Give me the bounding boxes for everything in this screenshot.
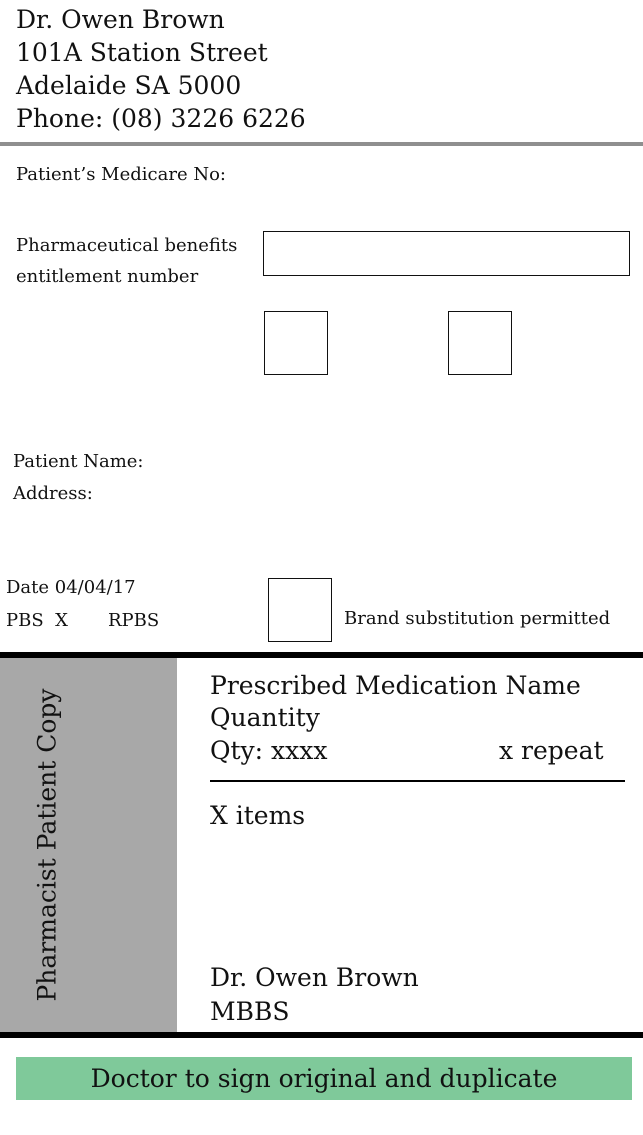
- brand-substitution-label: Brand substitution permitted: [344, 608, 611, 629]
- address-label: Address:: [13, 483, 93, 504]
- checkbox-right[interactable]: [448, 311, 512, 375]
- checkbox-left[interactable]: [264, 311, 328, 375]
- signature-name: Dr. Owen Brown: [210, 963, 419, 992]
- pbs-entitlement-label-line1: Pharmaceutical benefits: [16, 235, 238, 256]
- medication-name: Prescribed Medication Name: [210, 671, 581, 700]
- rpbs-marker: RPBS: [108, 610, 160, 631]
- repeat-value: x repeat: [499, 736, 604, 765]
- qty-value: Qty: xxxx: [210, 736, 328, 765]
- prescription-top-border: [0, 652, 643, 658]
- brand-substitution-checkbox[interactable]: [268, 578, 332, 642]
- patient-name-label: Patient Name:: [13, 451, 144, 472]
- script-date: Date 04/04/17: [6, 577, 136, 598]
- doctor-address-line2: Adelaide SA 5000: [16, 71, 242, 100]
- pbs-marker: PBS X: [6, 610, 68, 631]
- medicare-label: Patient’s Medicare No:: [16, 164, 226, 185]
- header-divider: [0, 142, 643, 146]
- medication-divider: [210, 780, 625, 782]
- copy-side-panel: [0, 658, 177, 1032]
- pbs-entitlement-input[interactable]: [263, 231, 630, 276]
- quantity-label: Quantity: [210, 703, 320, 732]
- pbs-entitlement-label-line2: entitlement number: [16, 266, 199, 287]
- items-count: X items: [210, 801, 306, 830]
- copy-label: Pharmacist Patient Copy: [32, 688, 62, 1002]
- pbs-entitlement-label: Pharmaceutical benefits entitlement numb…: [16, 230, 237, 292]
- footer-note: Doctor to sign original and duplicate: [90, 1064, 558, 1093]
- footer-note-bar: Doctor to sign original and duplicate: [16, 1057, 632, 1100]
- doctor-name: Dr. Owen Brown: [16, 5, 225, 34]
- prescription-bottom-border: [0, 1032, 643, 1038]
- doctor-address-line1: 101A Station Street: [16, 38, 268, 67]
- qualification: MBBS: [210, 997, 290, 1026]
- doctor-header: Dr. Owen Brown 101A Station Street Adela…: [16, 3, 306, 135]
- doctor-phone: Phone: (08) 3226 6226: [16, 104, 306, 133]
